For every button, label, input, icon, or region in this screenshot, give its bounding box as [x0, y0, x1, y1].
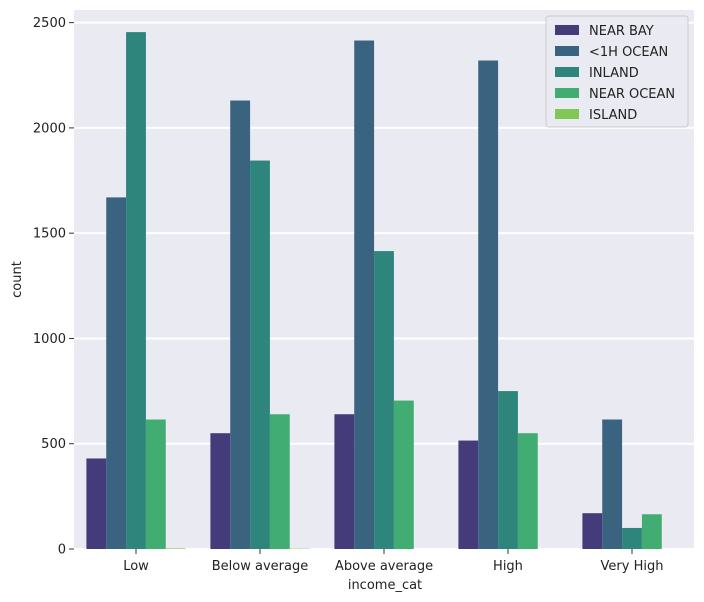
y-tick-label: 1500: [33, 227, 66, 242]
bar--1h-ocean-3: [478, 60, 499, 549]
bar-near-ocean-4: [641, 514, 662, 549]
bar-near-bay-1: [210, 433, 231, 549]
bar-inland-3: [498, 391, 518, 549]
x-tick-label: Above average: [335, 559, 433, 574]
bars: [86, 32, 662, 549]
x-tick-label: Low: [123, 559, 149, 574]
legend: NEAR BAY <1H OCEAN INLAND NEAR OCEAN ISLAND: [545, 15, 689, 128]
bar-near-bay-4: [582, 513, 603, 549]
y-axis-ticks: 0 500 1000 1500 2000 2500: [33, 16, 74, 558]
x-tick-label: Below average: [212, 559, 308, 574]
bar-near-bay-2: [334, 414, 355, 549]
bar--1h-ocean-4: [602, 419, 623, 549]
bar-inland-4: [622, 527, 642, 549]
bar-near-ocean-0: [145, 419, 166, 549]
x-axis-label: income_cat: [348, 578, 422, 593]
y-tick-label: 500: [41, 437, 66, 452]
bar-inland-1: [250, 160, 270, 549]
y-tick-label: 1000: [33, 332, 66, 347]
bar--1h-ocean-0: [106, 197, 127, 549]
bar--1h-ocean-1: [230, 100, 251, 549]
x-axis-ticks: Low Below average Above average High Very Hi…: [123, 549, 663, 574]
y-tick-label: 2000: [33, 121, 66, 136]
bar-inland-2: [374, 251, 394, 549]
legend-label: <1H OCEAN: [589, 45, 668, 60]
bar-near-ocean-2: [393, 400, 414, 549]
y-axis-label: count: [10, 261, 25, 298]
bar--1h-ocean-2: [354, 40, 375, 549]
legend-swatch: [555, 88, 579, 98]
legend-swatch: [555, 67, 579, 77]
y-tick-label: 2500: [33, 16, 66, 31]
legend-swatch: [555, 25, 579, 35]
bar-near-ocean-3: [517, 433, 538, 549]
x-tick-label: Very High: [601, 559, 664, 574]
legend-swatch: [555, 46, 579, 56]
bar-inland-0: [126, 32, 146, 549]
legend-label: NEAR OCEAN: [589, 87, 675, 102]
legend-swatch: [555, 109, 579, 119]
x-tick-label: High: [493, 559, 523, 574]
bar-island-0: [165, 548, 186, 549]
legend-label: ISLAND: [589, 108, 637, 123]
legend-label: NEAR BAY: [589, 24, 654, 39]
bar-near-bay-0: [86, 458, 107, 549]
bar-near-bay-3: [458, 440, 479, 549]
legend-label: INLAND: [589, 66, 639, 81]
legend-box: [545, 15, 689, 128]
y-tick-label: 0: [58, 543, 66, 558]
bar-near-ocean-1: [269, 414, 290, 549]
